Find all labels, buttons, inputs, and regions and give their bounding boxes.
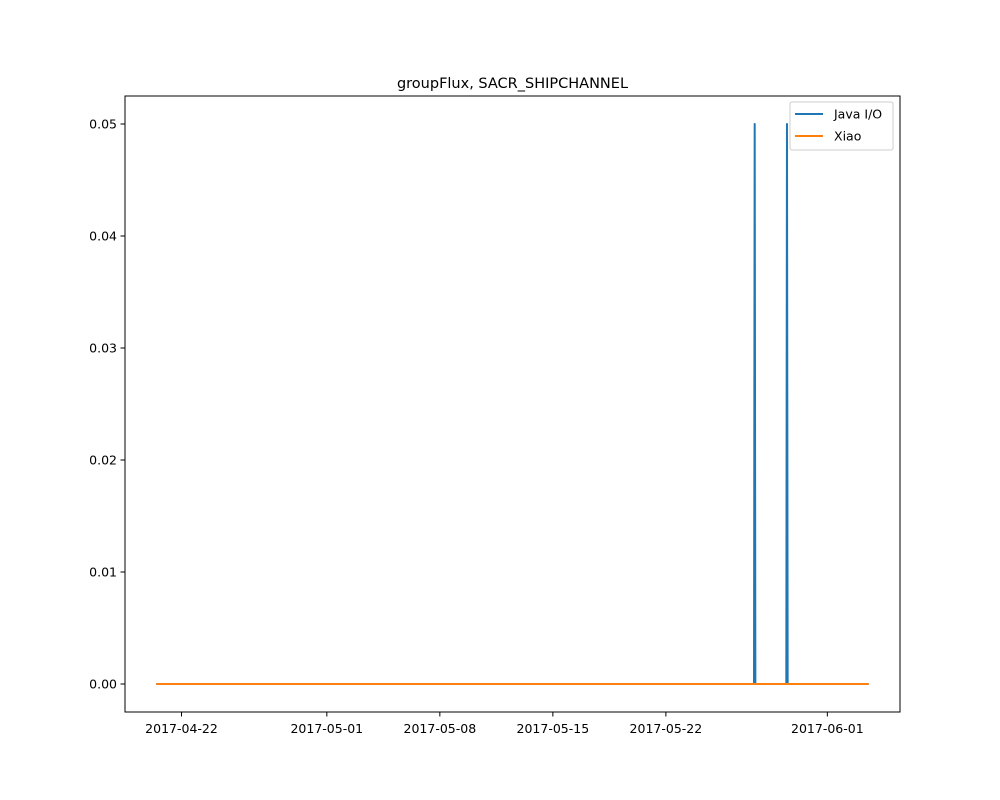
y-tick-label: 0.01	[89, 565, 117, 580]
x-tick-label: 2017-06-01	[791, 721, 864, 736]
x-tick-label: 2017-05-22	[630, 721, 703, 736]
x-tick-label: 2017-04-22	[145, 721, 218, 736]
y-tick-label: 0.05	[89, 117, 117, 132]
y-tick-label: 0.03	[89, 341, 117, 356]
legend-label-1: Java I/O	[833, 107, 882, 122]
x-axis: 2017-04-22 2017-05-01 2017-05-08 2017-05-15…	[145, 712, 864, 736]
y-tick-label: 0.02	[89, 453, 117, 468]
plot-area-frame	[124, 95, 901, 713]
x-tick-label: 2017-05-08	[404, 721, 477, 736]
x-tick-label: 2017-05-15	[517, 721, 590, 736]
legend: Java I/O Xiao	[789, 101, 894, 151]
series-layer	[156, 123, 869, 685]
chart-title: groupFlux, SACR_SHIPCHANNEL	[397, 76, 628, 92]
y-axis: 0.00 0.01 0.02 0.03 0.04 0.05	[89, 117, 125, 692]
y-tick-label: 0.04	[89, 229, 117, 244]
legend-label-2: Xiao	[834, 129, 861, 144]
x-tick-label: 2017-05-01	[290, 721, 363, 736]
y-tick-label: 0.00	[89, 677, 117, 692]
